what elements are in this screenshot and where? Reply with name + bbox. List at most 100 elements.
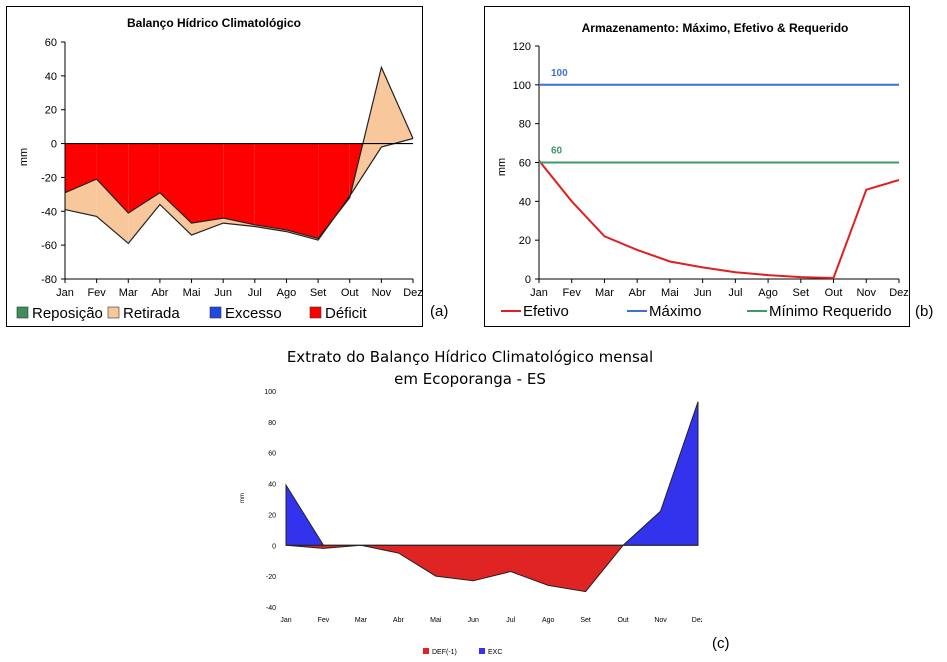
deficit-area <box>65 143 97 193</box>
y-axis-label: mm <box>496 158 508 176</box>
x-tick-label: Dez <box>403 287 422 299</box>
x-tick-label: Ago <box>758 287 778 299</box>
retirada-area <box>65 179 97 217</box>
legend-label: Excesso <box>225 305 282 322</box>
legend-swatch <box>209 306 222 319</box>
legend-label: Déficit <box>325 305 368 322</box>
panel-label-c: (c) <box>712 635 730 652</box>
y-tick-label: 20 <box>519 235 531 247</box>
storage-chart: Armazenamento: Máximo, Efetivo & Requeri… <box>496 21 909 320</box>
y-tick-label: 0 <box>51 139 57 151</box>
deficit-area <box>286 143 319 239</box>
lower-line <box>64 137 414 245</box>
legend-label: EXC <box>488 649 502 656</box>
y-tick-label: 40 <box>519 196 531 208</box>
min-annotation: 60 <box>551 146 563 157</box>
x-tick-label: Nov <box>654 617 667 624</box>
x-tick-label: Jun <box>468 617 479 624</box>
x-tick-label: Dez <box>692 617 702 624</box>
legend-label: DEF(-1) <box>432 649 457 656</box>
chart-subtitle: em Ecoporanga - ES <box>394 370 546 388</box>
y-axis-label: mm <box>18 148 30 166</box>
chart-panel-water-balance: Balanço Hídrico Climatológico -80 -60 -40 -2… <box>6 6 423 327</box>
legend-label: Efetivo <box>523 303 569 320</box>
y-tick-label: 40 <box>268 482 276 489</box>
x-tick-label: Out <box>341 287 359 299</box>
y-tick-label: 100 <box>264 389 276 396</box>
x-tick-label: Ago <box>542 617 555 624</box>
x-tick-label: Mar <box>119 287 138 299</box>
legend-swatch <box>107 306 120 319</box>
panel-label-b: (b) <box>915 303 934 320</box>
deficit-area <box>128 143 160 213</box>
monthly-extract-chart: Extrato do Balanço Hídrico Climatológico… <box>240 348 705 656</box>
efetivo-line <box>538 159 900 280</box>
deficit-area <box>223 143 255 225</box>
retirada-area <box>128 192 160 244</box>
x-tick-label: Fev <box>318 617 330 624</box>
retirada-area <box>381 67 413 147</box>
x-tick-label: Nov <box>856 287 876 299</box>
legend-swatch <box>423 648 429 654</box>
y-tick-label: 80 <box>268 420 276 427</box>
y-tick-label: 40 <box>45 71 57 83</box>
x-tick-label: Ago <box>277 287 297 299</box>
x-tick-label: Abr <box>393 617 405 624</box>
x-tick-label: Mar <box>595 287 614 299</box>
legend-swatch <box>16 306 29 319</box>
y-tick-label: 60 <box>268 451 276 458</box>
x-tick-label: Set <box>310 287 327 299</box>
x-tick-label: Abr <box>629 287 646 299</box>
y-tick-label: -40 <box>266 605 276 612</box>
x-tick-label: Jul <box>506 617 515 624</box>
max-annotation: 100 <box>551 68 568 79</box>
x-tick-label: Jun <box>694 287 712 299</box>
x-tick-label: Mai <box>430 617 442 624</box>
deficit-area <box>159 143 192 224</box>
x-tick-label: Mar <box>355 617 368 624</box>
y-tick-label: 0 <box>272 543 276 550</box>
chart-panel-storage: Armazenamento: Máximo, Efetivo & Requeri… <box>484 6 910 327</box>
x-tick-label: Set <box>580 617 591 624</box>
deficit-area <box>254 143 287 230</box>
x-tick-label: Fev <box>563 287 582 299</box>
legend-label: Máximo <box>649 303 702 320</box>
chart-title: Balanço Hídrico Climatológico <box>127 16 301 30</box>
x-tick-label: Abr <box>151 287 168 299</box>
y-tick-label: 20 <box>268 512 276 519</box>
y-tick-label: 60 <box>519 158 531 170</box>
x-tick-label: Dez <box>889 287 909 299</box>
upper-line <box>64 65 414 240</box>
deficit-area <box>318 143 350 239</box>
chart-panel-monthly-extract: Extrato do Balanço Hídrico Climatológico… <box>230 340 705 657</box>
retirada-area <box>96 179 129 244</box>
panel-label-a: (a) <box>430 303 449 320</box>
legend-label: Reposição <box>32 305 103 322</box>
retirada-area <box>159 192 192 235</box>
x-tick-label: Jul <box>728 287 742 299</box>
y-tick-label: 0 <box>525 274 531 286</box>
y-tick-label: 120 <box>513 41 531 53</box>
x-tick-label: Fev <box>87 287 106 299</box>
y-tick-label: -80 <box>41 274 57 286</box>
x-tick-label: Jan <box>530 287 548 299</box>
y-tick-label: 100 <box>513 80 531 92</box>
legend-label: Mínimo Requerido <box>769 303 892 320</box>
chart-title: Armazenamento: Máximo, Efetivo & Requeri… <box>582 21 849 35</box>
x-tick-label: Mai <box>183 287 201 299</box>
y-tick-label: -20 <box>41 172 57 184</box>
y-tick-label: -20 <box>266 574 276 581</box>
x-tick-label: Jan <box>280 617 291 624</box>
y-tick-label: -40 <box>41 206 57 218</box>
x-tick-label: Jan <box>56 287 74 299</box>
legend-label: Retirada <box>123 305 180 322</box>
y-tick-label: -60 <box>41 240 57 252</box>
chart-title: Extrato do Balanço Hídrico Climatológico… <box>287 348 653 366</box>
y-tick-label: 60 <box>45 37 57 49</box>
x-tick-label: Mai <box>661 287 679 299</box>
legend-swatch <box>309 306 322 319</box>
y-tick-label: 80 <box>519 119 531 131</box>
x-tick-label: Set <box>793 287 810 299</box>
exc-area <box>285 401 699 546</box>
x-tick-label: Nov <box>372 287 392 299</box>
